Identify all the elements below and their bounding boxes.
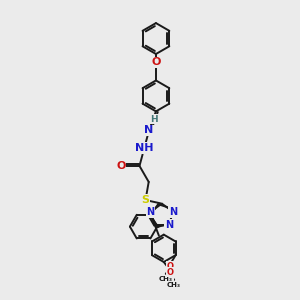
- Text: CH₃: CH₃: [159, 276, 173, 282]
- Text: N: N: [165, 220, 173, 230]
- Text: H: H: [150, 115, 157, 124]
- Text: NH: NH: [135, 143, 154, 153]
- Text: CH₃: CH₃: [167, 282, 181, 288]
- Text: N: N: [146, 207, 154, 217]
- Text: N: N: [169, 207, 177, 217]
- Text: O: O: [166, 262, 173, 271]
- Text: O: O: [151, 57, 160, 67]
- Text: N: N: [144, 125, 154, 135]
- Text: S: S: [142, 195, 149, 205]
- Text: O: O: [116, 161, 125, 171]
- Text: O: O: [167, 268, 174, 277]
